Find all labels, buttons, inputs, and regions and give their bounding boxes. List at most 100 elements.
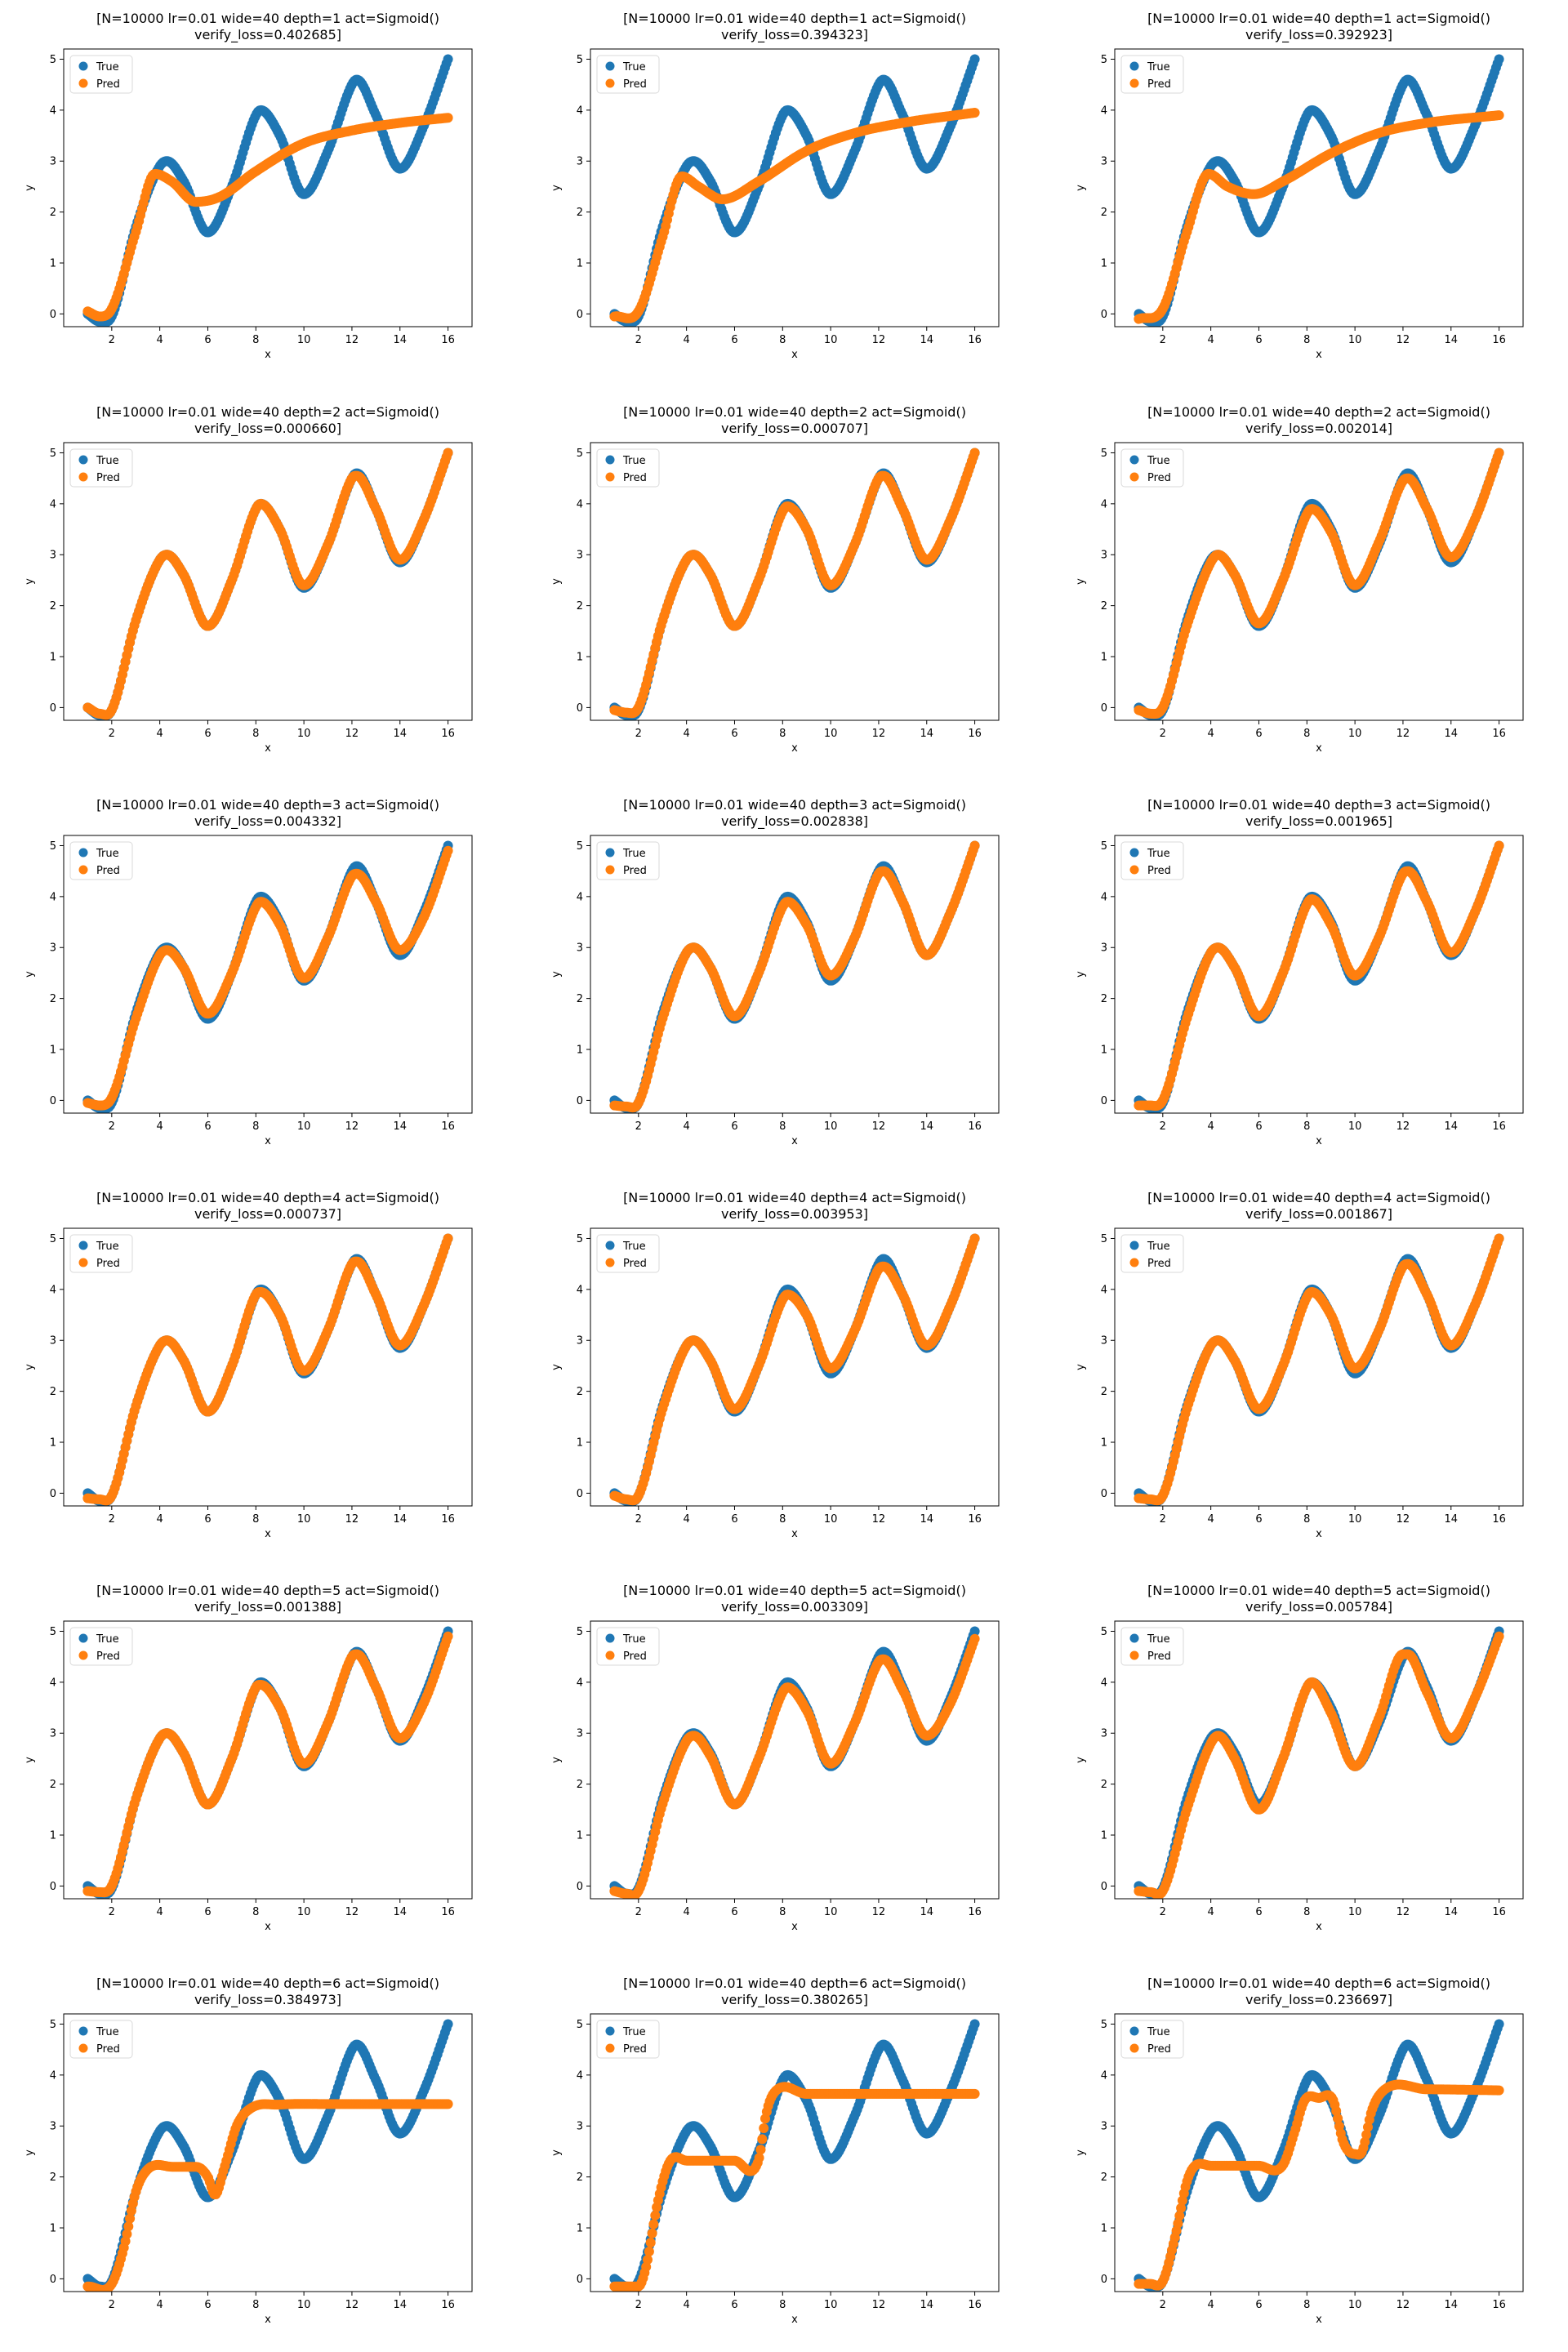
x-tick-label: 10 bbox=[297, 334, 311, 346]
data-point-pred bbox=[1494, 448, 1504, 458]
y-tick-label: 2 bbox=[50, 600, 56, 612]
series-pred bbox=[1134, 110, 1504, 324]
x-axis-label: x bbox=[791, 349, 798, 361]
y-tick-label: 4 bbox=[1101, 498, 1107, 510]
chart-title-line1: [N=10000 lr=0.01 wide=40 depth=1 act=Sig… bbox=[1147, 11, 1490, 26]
y-tick-label: 3 bbox=[1101, 156, 1107, 168]
legend-marker-true bbox=[1129, 455, 1139, 465]
axes-frame bbox=[63, 835, 473, 1114]
y-tick-label: 1 bbox=[50, 1045, 56, 1057]
legend-marker-pred bbox=[1129, 865, 1139, 875]
x-tick-label: 16 bbox=[968, 334, 982, 346]
legend-marker-pred bbox=[1129, 78, 1139, 88]
chart-title-line2: verify_loss=0.002838] bbox=[721, 813, 868, 830]
y-tick-label: 5 bbox=[50, 448, 56, 460]
x-tick-label: 4 bbox=[1208, 1120, 1214, 1133]
x-tick-label: 12 bbox=[345, 728, 359, 740]
y-tick-label: 0 bbox=[50, 702, 56, 715]
y-tick-label: 3 bbox=[577, 156, 583, 168]
data-point-pred bbox=[969, 108, 980, 118]
x-tick-label: 6 bbox=[731, 334, 737, 346]
legend-label-pred: Pred bbox=[1147, 472, 1171, 484]
x-tick-label: 4 bbox=[1208, 334, 1214, 346]
legend-marker-true bbox=[78, 455, 88, 465]
y-tick-label: 1 bbox=[50, 258, 56, 270]
y-tick-label: 0 bbox=[50, 309, 56, 321]
data-point-true bbox=[1494, 54, 1504, 65]
series-true bbox=[82, 448, 453, 720]
axes-frame bbox=[1114, 48, 1524, 327]
legend-marker-true bbox=[605, 848, 615, 858]
series-pred bbox=[1134, 448, 1504, 719]
x-tick-label: 16 bbox=[1492, 334, 1506, 346]
x-tick-label: 6 bbox=[204, 334, 211, 346]
subplot-1: [N=10000 lr=0.01 wide=40 depth=1 act=Sig… bbox=[24, 11, 473, 361]
y-tick-label: 5 bbox=[1101, 54, 1107, 66]
y-axis-label: y bbox=[24, 578, 36, 585]
y-tick-label: 5 bbox=[577, 448, 583, 460]
legend-label-true: True bbox=[96, 61, 119, 74]
x-tick-label: 2 bbox=[635, 334, 642, 346]
y-tick-label: 2 bbox=[1101, 600, 1107, 612]
x-tick-label: 8 bbox=[252, 334, 259, 346]
y-tick-label: 2 bbox=[577, 600, 583, 612]
legend-label-pred: Pred bbox=[1147, 78, 1171, 91]
x-tick-label: 12 bbox=[345, 1120, 359, 1133]
y-axis-label: y bbox=[24, 185, 36, 191]
y-tick-label: 3 bbox=[50, 942, 56, 955]
legend-label-true: True bbox=[622, 848, 646, 860]
x-tick-label: 8 bbox=[779, 1120, 786, 1133]
subplot-8: [N=10000 lr=0.01 wide=40 depth=3 act=Sig… bbox=[550, 797, 1000, 1147]
series-pred bbox=[82, 845, 453, 1111]
x-tick-label: 10 bbox=[1348, 1120, 1362, 1133]
x-tick-label: 14 bbox=[393, 334, 407, 346]
series-pred bbox=[609, 108, 980, 323]
legend-label-pred: Pred bbox=[96, 472, 120, 484]
legend-marker-pred bbox=[605, 472, 615, 482]
x-tick-label: 10 bbox=[297, 1120, 311, 1133]
x-tick-label: 14 bbox=[393, 1120, 407, 1133]
series-pred bbox=[1134, 840, 1504, 1111]
subplot-3: [N=10000 lr=0.01 wide=40 depth=1 act=Sig… bbox=[1075, 11, 1524, 361]
legend-label-pred: Pred bbox=[1147, 865, 1171, 877]
axes-frame bbox=[590, 442, 1000, 721]
x-tick-label: 6 bbox=[731, 728, 737, 740]
legend-label-pred: Pred bbox=[623, 472, 647, 484]
legend-label-true: True bbox=[1147, 455, 1170, 467]
chart-title-line1: [N=10000 lr=0.01 wide=40 depth=3 act=Sig… bbox=[1147, 797, 1490, 813]
chart-title-line1: [N=10000 lr=0.01 wide=40 depth=3 act=Sig… bbox=[623, 797, 966, 813]
chart-title-line2: verify_loss=0.392923] bbox=[1245, 27, 1392, 43]
x-tick-label: 16 bbox=[1492, 728, 1506, 740]
x-tick-label: 2 bbox=[109, 1120, 115, 1133]
legend-marker-true bbox=[78, 61, 88, 71]
y-tick-label: 4 bbox=[1101, 891, 1107, 903]
x-axis-label: x bbox=[265, 1135, 271, 1147]
x-tick-label: 2 bbox=[635, 1120, 642, 1133]
subplot-9: [N=10000 lr=0.01 wide=40 depth=3 act=Sig… bbox=[1075, 797, 1524, 1147]
x-tick-label: 12 bbox=[872, 728, 886, 740]
x-tick-label: 10 bbox=[1348, 728, 1362, 740]
series-true bbox=[1134, 840, 1504, 1113]
y-tick-label: 3 bbox=[1101, 942, 1107, 955]
y-tick-label: 2 bbox=[577, 993, 583, 1005]
x-tick-label: 4 bbox=[157, 1120, 163, 1133]
y-tick-label: 2 bbox=[50, 993, 56, 1005]
x-tick-label: 8 bbox=[1303, 1120, 1310, 1133]
plot-area bbox=[82, 1233, 453, 1506]
x-axis-label: x bbox=[1316, 742, 1322, 755]
y-tick-label: 0 bbox=[1101, 1095, 1107, 1107]
y-tick-label: 1 bbox=[577, 258, 583, 270]
y-tick-label: 3 bbox=[577, 942, 583, 955]
y-tick-label: 0 bbox=[577, 702, 583, 715]
x-tick-label: 2 bbox=[1160, 728, 1166, 740]
chart-title-line1: [N=10000 lr=0.01 wide=40 depth=4 act=Sig… bbox=[96, 1190, 439, 1205]
y-tick-label: 5 bbox=[577, 840, 583, 853]
x-tick-label: 10 bbox=[1348, 334, 1362, 346]
x-tick-label: 6 bbox=[1255, 334, 1262, 346]
y-tick-label: 5 bbox=[1101, 840, 1107, 853]
y-tick-label: 1 bbox=[1101, 1045, 1107, 1057]
legend-label-true: True bbox=[96, 848, 119, 860]
legend-label-pred: Pred bbox=[96, 865, 120, 877]
